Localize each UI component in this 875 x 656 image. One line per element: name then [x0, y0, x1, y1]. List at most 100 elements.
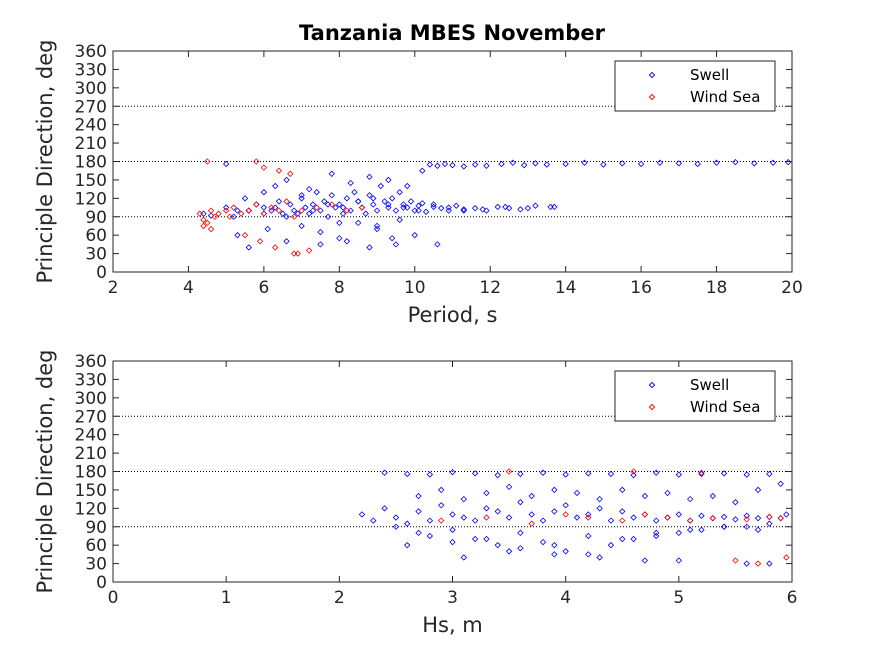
bottom-swell-point [675, 511, 682, 518]
bottom-scatter-points [358, 468, 790, 567]
top-legend-swell-marker [648, 71, 656, 79]
top-swell-point [355, 198, 362, 205]
top-swell-point [366, 173, 373, 181]
top-swell-point [400, 201, 407, 208]
top-swell-point [532, 160, 539, 167]
top-swell-point [370, 195, 377, 202]
bottom-swell-point [641, 492, 649, 500]
bottom-swell-point [573, 489, 581, 497]
top-y-tick-label: 330 [75, 60, 107, 80]
top-swell-point [336, 235, 343, 242]
top-swell-point [245, 244, 252, 251]
bottom-swell-point [494, 472, 501, 479]
bottom-swell-point [426, 517, 434, 524]
top-wind-sea-point [260, 164, 268, 171]
top-swell-point [294, 210, 302, 217]
top-wind-sea-point [253, 201, 260, 208]
top-swell-point [305, 210, 313, 217]
bottom-swell-point [539, 469, 547, 476]
top-wind-sea-point [211, 213, 219, 220]
top-swell-point [373, 207, 381, 214]
bottom-swell-point [630, 535, 637, 543]
bottom-wind-sea-point [664, 514, 671, 521]
top-swell-point [732, 158, 739, 166]
bottom-swell-point [766, 520, 773, 527]
top-y-tick-label: 90 [85, 208, 107, 228]
top-wind-sea-point [238, 210, 245, 217]
top-swell-point [479, 206, 486, 213]
bottom-swell-point [517, 529, 524, 537]
top-y-axis-label: Principle Direction, deg [33, 39, 57, 283]
top-swell-point [449, 162, 456, 169]
top-swell-point [494, 203, 501, 211]
bottom-swell-point [675, 471, 682, 478]
bottom-legend-box [614, 370, 776, 422]
top-swell-point [532, 202, 539, 209]
top-swell-point [234, 232, 241, 239]
top-swell-point [302, 204, 309, 211]
top-y-tick-label: 240 [75, 116, 107, 136]
bottom-swell-point [709, 492, 716, 500]
bottom-swell-point [539, 517, 547, 524]
top-swell-point [332, 204, 339, 211]
top-swell-point [309, 207, 317, 214]
top-y-tick-label: 270 [75, 97, 107, 117]
top-swell-point [388, 235, 396, 242]
bottom-swell-point [471, 535, 479, 543]
top-y-tick-label: 30 [85, 245, 107, 265]
top-wind-sea-point [215, 210, 222, 217]
top-swell-point [223, 160, 230, 168]
top-swell-point [223, 204, 230, 211]
top-wind-sea-point [283, 198, 290, 205]
top-x-tick-label: 4 [183, 278, 194, 298]
top-x-tick-label: 12 [479, 278, 501, 298]
top-swell-point [298, 222, 305, 230]
top-x-tick-label: 8 [334, 278, 345, 298]
top-swell-point [502, 203, 509, 211]
bottom-legend: Swell Wind Sea [614, 370, 776, 422]
top-legend-windsea-label: Wind Sea [690, 88, 760, 106]
top-swell-point [637, 160, 645, 168]
bottom-swell-point [698, 526, 705, 533]
bottom-swell-point [370, 517, 377, 524]
top-swell-point [321, 198, 328, 205]
top-swell-point [305, 185, 313, 193]
bottom-y-tick-label: 60 [85, 536, 107, 556]
bottom-swell-point [517, 470, 524, 478]
bottom-swell-point [392, 523, 400, 530]
bottom-y-tick-label: 360 [75, 352, 107, 372]
top-swell-point [441, 160, 449, 168]
top-swell-point [460, 206, 467, 213]
bottom-swell-point [743, 523, 750, 530]
bottom-swell-point [551, 508, 558, 515]
bottom-y-tick-label: 270 [75, 407, 107, 427]
bottom-swell-point [732, 499, 739, 506]
bottom-swell-point [653, 529, 660, 537]
top-swell-point [339, 210, 347, 217]
bottom-swell-point [404, 520, 411, 527]
top-swell-point [260, 204, 268, 211]
top-swell-point [438, 204, 445, 212]
bottom-swell-point [675, 529, 682, 537]
bottom-x-ticks: 0 1 2 3 4 5 6 [108, 361, 797, 608]
top-swell-point [388, 195, 396, 202]
bottom-legend-swell-marker [648, 381, 656, 389]
top-swell-point [430, 203, 437, 211]
top-y-tick-label: 300 [75, 79, 107, 99]
top-y-tick-label: 180 [75, 153, 107, 173]
bottom-wind-sea-point [505, 468, 513, 475]
top-swell-point [562, 160, 569, 168]
bottom-swell-point [777, 480, 784, 487]
top-swell-point [336, 201, 343, 208]
top-swell-point [430, 201, 437, 208]
top-swell-point [366, 244, 373, 251]
top-wind-sea-point [200, 222, 207, 230]
bottom-swell-point [619, 508, 626, 515]
bottom-swell-point [426, 471, 434, 478]
top-wind-sea-point [313, 204, 320, 211]
top-wind-sea-point [204, 158, 211, 165]
bottom-swell-point [438, 502, 445, 509]
top-swell-point [600, 161, 607, 168]
